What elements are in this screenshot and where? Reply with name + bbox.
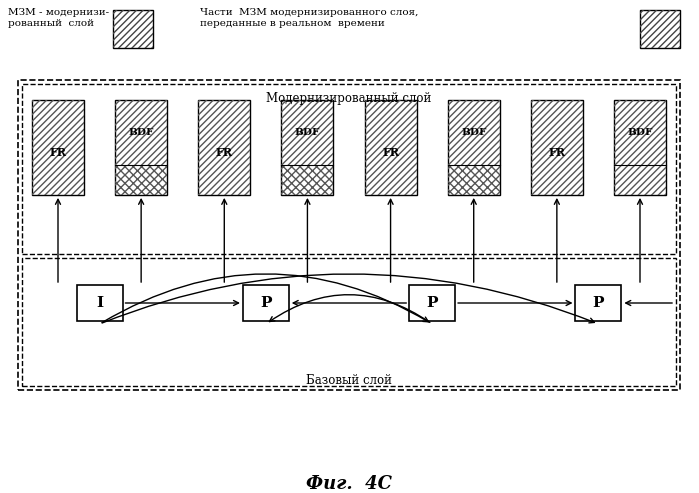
Bar bbox=[32, 100, 84, 195]
Bar bbox=[199, 100, 250, 195]
Text: I: I bbox=[96, 296, 103, 310]
Bar bbox=[18, 80, 680, 390]
Bar bbox=[32, 100, 84, 195]
Bar bbox=[614, 100, 666, 195]
Text: BDF: BDF bbox=[129, 128, 154, 137]
Bar bbox=[22, 84, 676, 254]
Text: BDF: BDF bbox=[461, 128, 487, 137]
Bar bbox=[409, 285, 455, 321]
Bar bbox=[365, 100, 417, 195]
Text: BDF: BDF bbox=[627, 128, 653, 137]
Bar bbox=[448, 100, 500, 165]
Bar bbox=[282, 100, 333, 165]
Bar bbox=[614, 100, 666, 165]
Text: Модернизированный слой: Модернизированный слой bbox=[266, 92, 432, 105]
Text: МЗМ - модернизи-
рованный  слой: МЗМ - модернизи- рованный слой bbox=[8, 8, 109, 29]
Text: Части  МЗМ модернизированного слоя,
переданные в реальном  времени: Части МЗМ модернизированного слоя, перед… bbox=[200, 8, 419, 29]
Text: Базовый слой: Базовый слой bbox=[306, 374, 392, 387]
Text: FR: FR bbox=[548, 147, 565, 158]
Bar bbox=[614, 165, 666, 195]
Bar bbox=[22, 258, 676, 386]
Bar bbox=[531, 100, 583, 195]
Bar bbox=[640, 10, 680, 48]
Text: FR: FR bbox=[216, 147, 233, 158]
Bar bbox=[115, 100, 167, 165]
Text: P: P bbox=[260, 296, 272, 310]
Bar bbox=[531, 100, 583, 195]
Bar bbox=[282, 165, 333, 195]
Text: FR: FR bbox=[382, 147, 399, 158]
Text: Фиг.  4C: Фиг. 4C bbox=[306, 475, 393, 493]
Bar bbox=[365, 100, 417, 195]
Bar bbox=[282, 100, 333, 195]
Bar bbox=[113, 10, 153, 48]
Bar bbox=[77, 285, 122, 321]
Bar bbox=[448, 100, 500, 195]
Bar bbox=[115, 100, 167, 195]
Bar bbox=[115, 165, 167, 195]
Text: P: P bbox=[426, 296, 438, 310]
Text: BDF: BDF bbox=[295, 128, 320, 137]
Text: P: P bbox=[593, 296, 604, 310]
Bar bbox=[113, 10, 153, 48]
Bar bbox=[448, 165, 500, 195]
Text: FR: FR bbox=[50, 147, 66, 158]
Bar bbox=[243, 285, 289, 321]
Bar bbox=[640, 10, 680, 48]
Bar bbox=[199, 100, 250, 195]
Bar bbox=[575, 285, 621, 321]
